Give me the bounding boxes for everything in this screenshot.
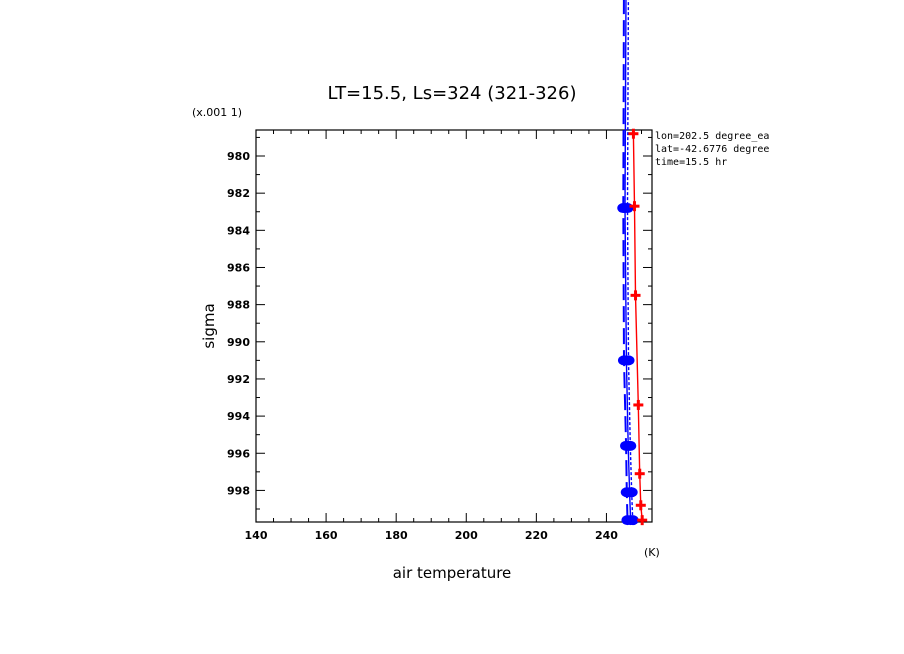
y-tick-label: 990	[227, 336, 250, 349]
series-2-point	[625, 487, 638, 498]
y-tick-label: 994	[227, 410, 250, 423]
x-tick-label: 180	[385, 529, 408, 542]
x-tick-label: 240	[595, 529, 618, 542]
data-markers	[617, 128, 648, 526]
series-3-point	[633, 399, 644, 410]
y-tick-label: 998	[227, 484, 250, 497]
chart-title: LT=15.5, Ls=324 (321-326)	[328, 83, 577, 104]
axis-ticks: 140 160 180 200 220 240 980 982 984 986 988 990 992 9…	[227, 130, 652, 542]
series-3-point	[628, 128, 639, 139]
series-3-point	[629, 201, 640, 212]
series-3-point	[637, 515, 648, 526]
annotation-lat: lat=-42.6776 degree	[655, 144, 769, 155]
annotation-box: lon=202.5 degree_ea lat=-42.6776 degree …	[655, 131, 769, 168]
x-units-label: (K)	[644, 546, 660, 559]
y-tick-label: 992	[227, 373, 250, 386]
y-tick-label: 980	[227, 150, 250, 163]
series-3-point	[634, 468, 645, 479]
series-2-point	[624, 440, 637, 451]
y-tick-label: 982	[227, 187, 250, 200]
y-multiplier: (x.001 1)	[192, 106, 242, 119]
x-tick-label: 160	[315, 529, 338, 542]
plot-frame	[255, 129, 653, 523]
y-axis-label: sigma	[200, 303, 218, 348]
annotation-lon: lon=202.5 degree_ea	[655, 131, 769, 142]
x-tick-label: 200	[455, 529, 478, 542]
series-2-point	[626, 515, 639, 526]
x-axis-label: air temperature	[393, 564, 512, 582]
series-line-3	[632, 133, 643, 521]
series-3-point	[635, 500, 646, 511]
y-tick-label: 984	[227, 224, 250, 237]
x-tick-label: 220	[525, 529, 548, 542]
y-tick-label: 988	[227, 299, 250, 312]
y-tick-label: 986	[227, 261, 250, 274]
annotation-time: time=15.5 hr	[655, 157, 727, 168]
y-tick-label: 996	[227, 447, 250, 460]
series-2-point	[622, 355, 635, 366]
x-tick-label: 140	[245, 529, 268, 542]
series-2-point	[621, 203, 634, 214]
series-line-2	[626, 0, 634, 521]
series-3-point	[630, 290, 641, 301]
